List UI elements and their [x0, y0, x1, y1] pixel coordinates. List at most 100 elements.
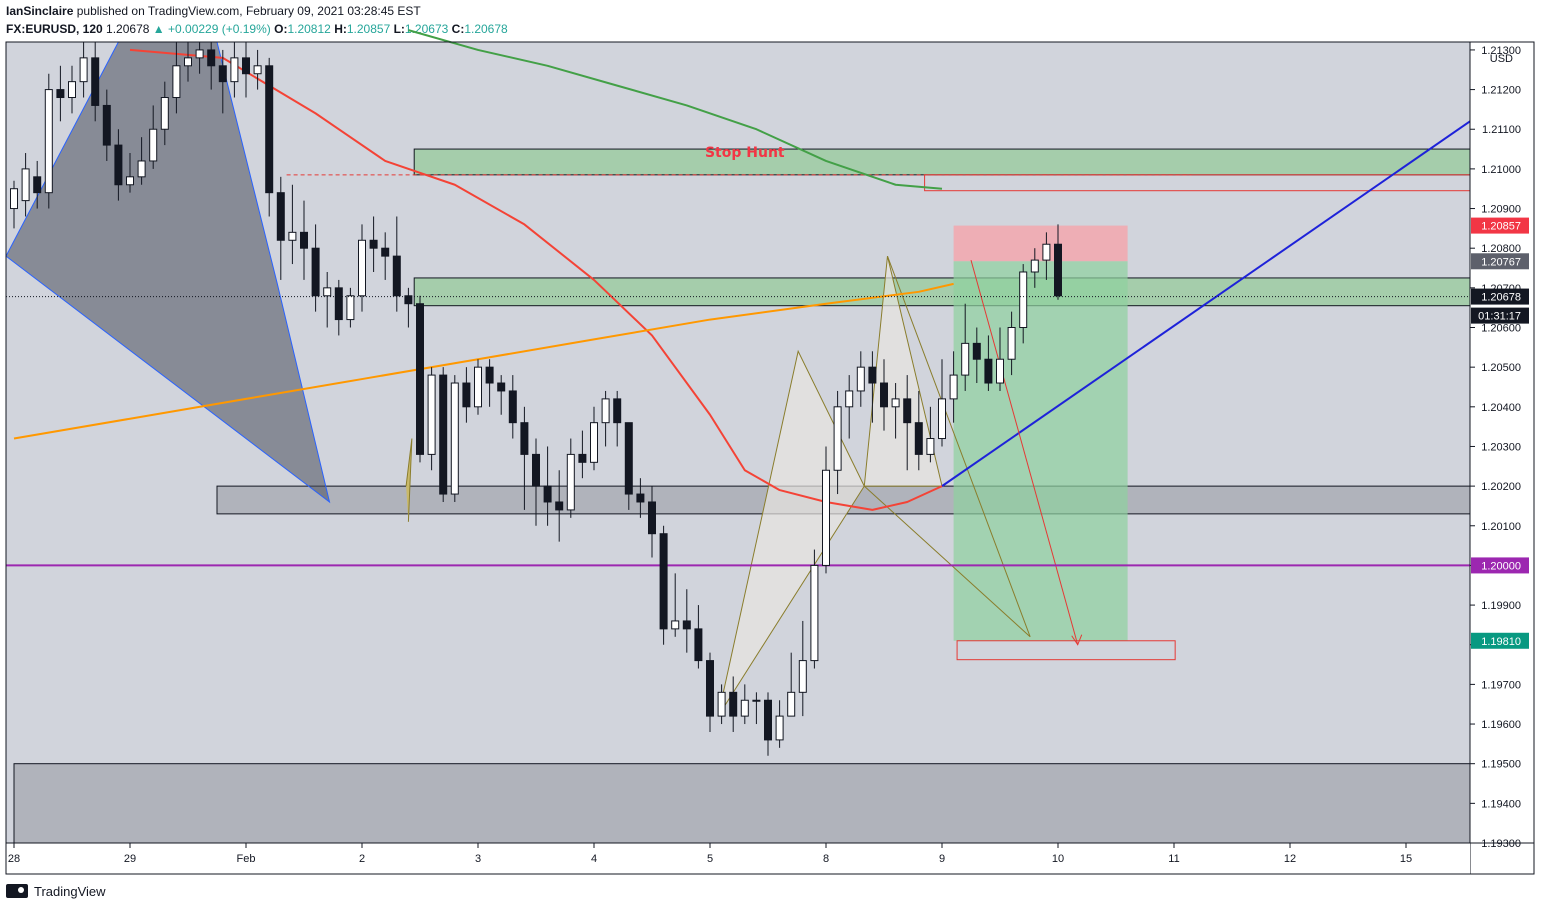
candle[interactable]: [601, 390, 610, 447]
candle[interactable]: [555, 470, 564, 542]
candle[interactable]: [265, 57, 274, 217]
candle[interactable]: [926, 406, 935, 463]
candle[interactable]: [102, 89, 111, 161]
ma-red[interactable]: [129, 48, 943, 511]
candle[interactable]: [880, 359, 888, 431]
candle[interactable]: [532, 438, 540, 526]
candle[interactable]: [300, 200, 308, 280]
candle[interactable]: [822, 446, 830, 574]
candle[interactable]: [752, 692, 761, 725]
candle[interactable]: [276, 176, 285, 280]
candle[interactable]: [311, 224, 320, 312]
candle[interactable]: [1030, 248, 1039, 288]
candle[interactable]: [996, 327, 1004, 391]
demand-zone-mid[interactable]: [413, 277, 1471, 307]
candle[interactable]: [613, 390, 622, 447]
price-chart[interactable]: Stop Hunt 1.21300 1.21200 1.21100 1.21000 1.…: [0, 0, 1541, 880]
candle[interactable]: [218, 49, 227, 114]
candle[interactable]: [938, 359, 946, 447]
candle[interactable]: [984, 335, 993, 391]
candle[interactable]: [764, 692, 772, 756]
candle[interactable]: [590, 406, 598, 471]
time-axis-background[interactable]: [6, 843, 1470, 874]
candle[interactable]: [369, 216, 378, 272]
candle[interactable]: [740, 684, 749, 725]
candle[interactable]: [288, 184, 297, 265]
candle[interactable]: [114, 129, 123, 201]
candle[interactable]: [798, 620, 807, 717]
candle[interactable]: [416, 295, 424, 463]
ma-green[interactable]: [408, 29, 943, 190]
candle[interactable]: [810, 549, 819, 669]
candle[interactable]: [682, 589, 691, 653]
candle[interactable]: [21, 153, 30, 217]
supply-zone-upper[interactable]: [413, 148, 1471, 176]
candle[interactable]: [868, 351, 877, 423]
candle[interactable]: [659, 525, 668, 645]
candle[interactable]: [358, 224, 366, 312]
candle[interactable]: [427, 367, 436, 471]
candle[interactable]: [160, 81, 169, 146]
candle[interactable]: [845, 375, 854, 439]
ma-orange[interactable]: [13, 282, 954, 440]
candle[interactable]: [508, 375, 517, 439]
harmonic-pattern-dark[interactable]: [5, 41, 331, 504]
candle[interactable]: [334, 279, 343, 336]
candle[interactable]: [949, 351, 958, 423]
pattern-triangle-1[interactable]: [717, 349, 865, 717]
candle[interactable]: [184, 42, 192, 82]
pattern-projection[interactable]: [863, 255, 1031, 638]
candle[interactable]: [79, 42, 88, 98]
candle[interactable]: [68, 65, 76, 114]
candle[interactable]: [787, 652, 796, 717]
candle[interactable]: [520, 406, 529, 510]
candle[interactable]: [172, 42, 181, 114]
stop-loss-area[interactable]: [953, 225, 1128, 262]
candle[interactable]: [694, 605, 703, 669]
candle[interactable]: [230, 42, 239, 98]
target-box[interactable]: [956, 640, 1176, 661]
candle[interactable]: [1042, 232, 1051, 280]
candle[interactable]: [439, 367, 448, 502]
footer-brand[interactable]: TradingView: [34, 883, 106, 899]
candle[interactable]: [323, 271, 332, 328]
candle[interactable]: [126, 153, 134, 193]
candle[interactable]: [972, 327, 981, 384]
candle[interactable]: [903, 375, 912, 471]
take-profit-area[interactable]: [953, 261, 1128, 641]
candle[interactable]: [961, 303, 970, 391]
candle[interactable]: [450, 375, 459, 502]
candle[interactable]: [56, 65, 65, 122]
candle[interactable]: [648, 486, 656, 558]
candle[interactable]: [10, 180, 18, 229]
candle[interactable]: [404, 287, 413, 328]
candle[interactable]: [44, 73, 53, 209]
candle[interactable]: [775, 700, 784, 748]
candle[interactable]: [914, 390, 923, 471]
small-pattern[interactable]: [405, 438, 413, 522]
candle[interactable]: [91, 42, 100, 122]
publisher-name[interactable]: IanSinclaire: [6, 4, 74, 18]
candle[interactable]: [1054, 224, 1062, 300]
trendline[interactable]: [941, 120, 1471, 487]
candle[interactable]: [578, 430, 587, 479]
candle[interactable]: [33, 160, 42, 209]
candle[interactable]: [485, 359, 494, 407]
candle[interactable]: [149, 105, 158, 169]
candle[interactable]: [856, 351, 865, 407]
candle[interactable]: [833, 390, 842, 495]
candle[interactable]: [543, 446, 552, 526]
candle[interactable]: [253, 49, 262, 90]
candle[interactable]: [729, 676, 738, 732]
candle[interactable]: [195, 42, 204, 74]
price-axis-background[interactable]: [1470, 42, 1534, 843]
candle[interactable]: [346, 287, 355, 328]
candle[interactable]: [474, 359, 482, 415]
candle[interactable]: [717, 684, 726, 725]
candle[interactable]: [566, 438, 575, 518]
candle[interactable]: [624, 422, 633, 510]
candle[interactable]: [497, 375, 506, 415]
candle[interactable]: [137, 137, 146, 185]
candle[interactable]: [1007, 311, 1016, 376]
symbol-name[interactable]: FX:EURUSD, 120: [6, 22, 103, 36]
